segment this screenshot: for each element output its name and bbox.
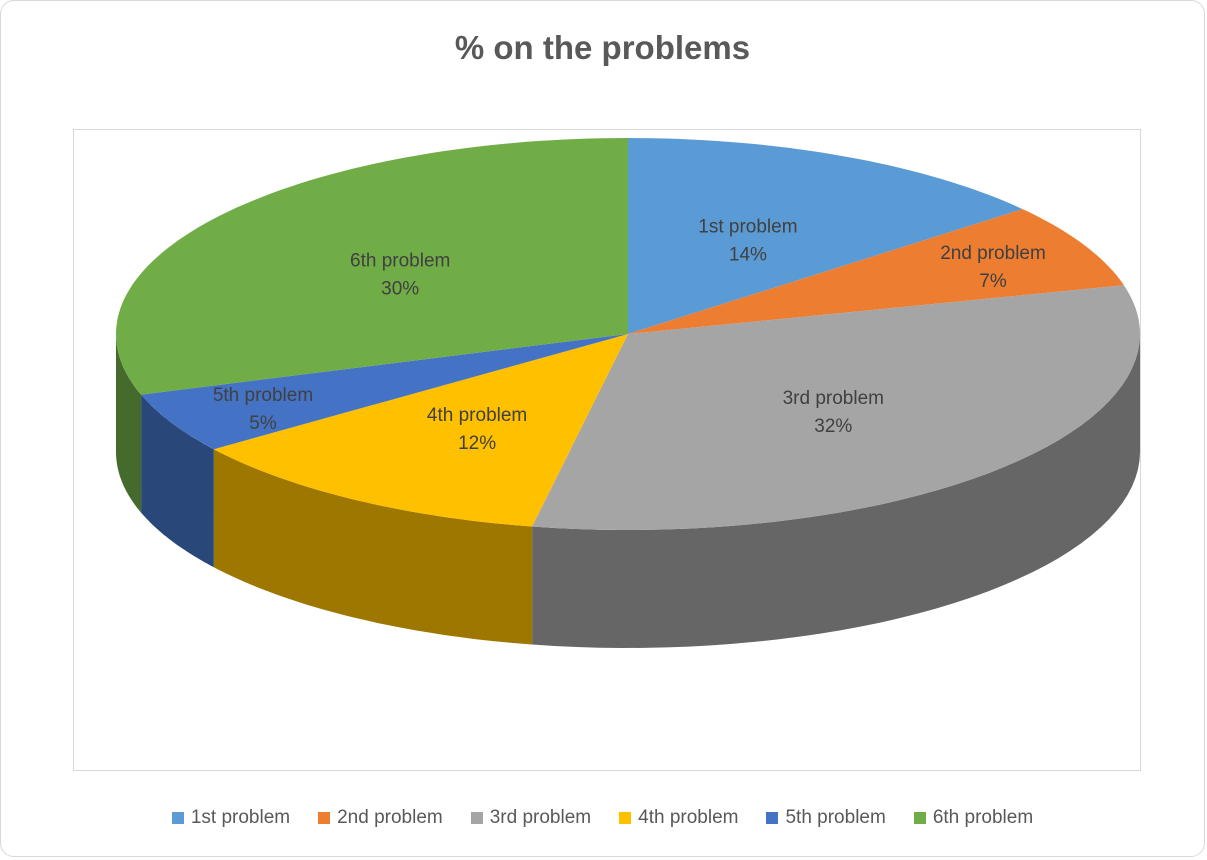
legend-label: 2nd problem	[337, 807, 443, 828]
data-label-1: 1st problem 14%	[698, 217, 797, 266]
data-label-percent: 30%	[381, 279, 419, 300]
pie-slice-5	[141, 334, 628, 450]
legend-label: 1st problem	[190, 807, 291, 828]
legend-label: 5th problem	[785, 807, 886, 828]
legend-swatch	[171, 812, 184, 824]
chart-title: % on the problems	[454, 29, 751, 66]
pie-side-3	[532, 334, 1140, 648]
legend: 1st problem 2nd problem 3rd problem 4th pro…	[1, 807, 1204, 829]
data-label-percent: 12%	[458, 433, 496, 454]
pie-side-5	[141, 394, 214, 568]
legend-swatch	[619, 812, 632, 824]
pie-side-4	[213, 449, 533, 645]
legend-item-5: 5th problem	[766, 807, 886, 829]
pie-side-6	[116, 334, 142, 513]
legend-item-2: 2nd problem	[318, 807, 443, 829]
data-label-name: 6th problem	[350, 251, 450, 272]
plot-area	[73, 129, 1141, 771]
legend-swatch	[766, 812, 779, 824]
legend-item-3: 3rd problem	[470, 807, 592, 829]
pie-slice-2	[628, 209, 1124, 334]
data-label-percent: 14%	[729, 245, 767, 266]
data-label-name: 3rd problem	[783, 388, 884, 409]
legend-item-4: 4th problem	[619, 807, 738, 829]
legend-swatch	[913, 812, 926, 824]
pie-slice-1	[628, 138, 1023, 334]
data-label-percent: 7%	[979, 271, 1007, 292]
data-label-5: 5th problem 5%	[213, 385, 313, 434]
data-label-name: 5th problem	[213, 385, 313, 406]
pie-slice-4	[213, 334, 629, 527]
pie-slice-3	[532, 285, 1140, 530]
data-label-2: 2nd problem 7%	[940, 243, 1046, 292]
data-label-name: 1st problem	[698, 217, 797, 238]
data-label-4: 4th problem 12%	[427, 405, 527, 454]
pie-slice-6	[116, 138, 628, 395]
data-label-name: 4th problem	[427, 405, 527, 426]
legend-swatch	[318, 812, 331, 824]
data-label-percent: 5%	[249, 413, 277, 434]
legend-label: 3rd problem	[489, 807, 592, 828]
legend-label: 6th problem	[932, 807, 1034, 828]
legend-label: 4th problem	[638, 807, 739, 828]
data-label-name: 2nd problem	[940, 243, 1046, 264]
legend-item-6: 6th problem	[913, 807, 1034, 829]
data-label-3: 3rd problem 32%	[783, 388, 884, 437]
data-label-6: 6th problem 30%	[350, 251, 450, 300]
legend-item-1: 1st problem	[171, 807, 291, 829]
legend-swatch	[470, 812, 483, 824]
data-label-percent: 32%	[814, 416, 852, 437]
